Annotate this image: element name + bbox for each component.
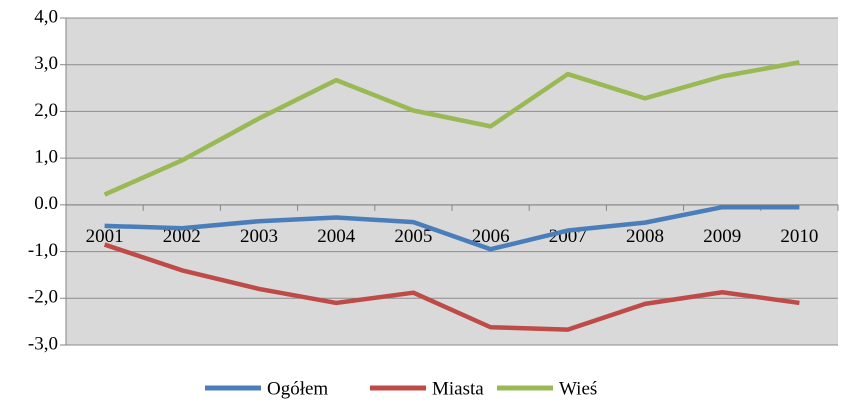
y-tick-label: 0.0 [34, 193, 58, 214]
series-line [103, 60, 800, 197]
x-tick-label: 2005 [394, 226, 432, 247]
y-tick-label: 3,0 [34, 53, 58, 74]
x-tick-label: 2010 [780, 226, 818, 247]
x-tick-label: 2001 [86, 226, 124, 247]
y-tick-label: -3,0 [28, 333, 58, 354]
legend-label: Ogółem [267, 378, 328, 399]
plot-area [66, 18, 838, 345]
y-tick-label: -2,0 [28, 287, 58, 308]
y-tick-label: -1,0 [28, 240, 58, 261]
x-tick-label: 2008 [626, 226, 664, 247]
x-tick-label: 2002 [163, 226, 201, 247]
x-tick-label: 2003 [240, 226, 278, 247]
series-line [103, 242, 800, 332]
series-line [104, 204, 800, 252]
x-tick-label: 2009 [703, 226, 741, 247]
legend-label: Miasta [432, 378, 484, 399]
legend-label: Wieś [559, 378, 597, 399]
x-tick-label: 2004 [317, 226, 356, 247]
y-tick-label: 4,0 [34, 6, 58, 27]
y-tick-label: 1,0 [34, 147, 58, 168]
x-tick-label: 2006 [472, 226, 510, 247]
y-tick-label: 2,0 [34, 100, 58, 121]
